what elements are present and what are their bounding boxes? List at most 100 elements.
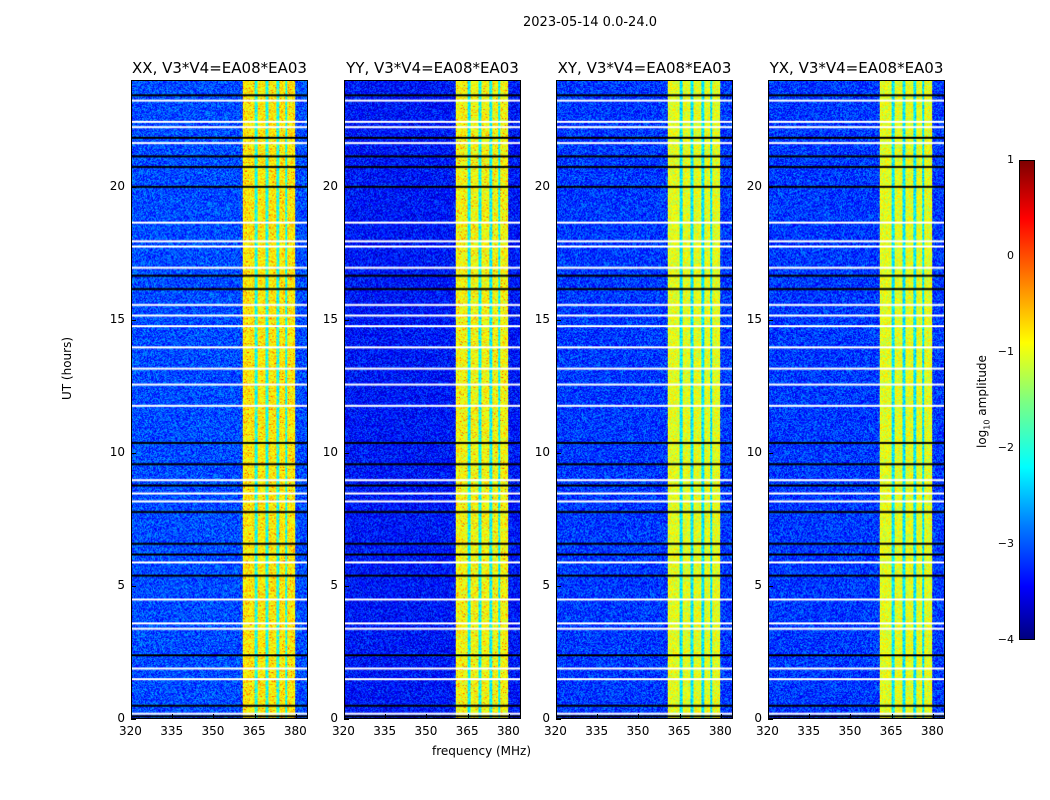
x-tick-mark xyxy=(679,714,681,719)
y-tick-mark xyxy=(556,585,561,587)
x-tick-label: 380 xyxy=(283,724,307,738)
x-tick-label: 350 xyxy=(201,724,225,738)
x-tick-label: 320 xyxy=(756,724,779,738)
y-axis-label: UT (hours) xyxy=(60,336,74,400)
y-tick-mark xyxy=(344,452,349,454)
y-tick-mark xyxy=(556,186,561,188)
y-tick-label: 10 xyxy=(534,444,550,459)
y-tick-mark xyxy=(344,186,349,188)
spectrogram-heatmap xyxy=(557,81,732,718)
spectrogram-panel-0 xyxy=(131,80,308,719)
x-tick-label: 380 xyxy=(496,724,520,738)
x-tick-mark xyxy=(213,714,215,719)
panel-title: YY, V3*V4=EA08*EA03 xyxy=(346,59,519,77)
y-tick-label: 10 xyxy=(322,444,338,459)
spectrogram-panel-1 xyxy=(344,80,521,719)
y-tick-mark xyxy=(344,585,349,587)
spectrogram-panel-3 xyxy=(768,80,945,719)
x-tick-label: 350 xyxy=(626,724,650,738)
x-tick-mark xyxy=(172,714,174,719)
spectrogram-heatmap xyxy=(132,81,307,718)
x-tick-mark xyxy=(426,714,428,719)
y-tick-mark xyxy=(131,186,136,188)
x-tick-mark xyxy=(638,714,640,719)
x-tick-mark xyxy=(344,714,345,719)
y-tick-label: 20 xyxy=(746,178,762,193)
x-tick-mark xyxy=(508,714,510,719)
y-tick-mark xyxy=(131,319,136,321)
y-tick-mark xyxy=(131,452,136,454)
y-tick-label: 15 xyxy=(109,311,125,326)
x-axis-label: frequency (MHz) xyxy=(432,744,532,758)
x-tick-mark xyxy=(850,714,852,719)
y-tick-mark xyxy=(768,585,773,587)
colorbar-tick-label: −3 xyxy=(997,537,1014,550)
x-tick-mark xyxy=(254,714,256,719)
colorbar-tick-label: 1 xyxy=(1007,153,1014,166)
x-tick-mark xyxy=(556,714,557,719)
x-tick-mark xyxy=(131,714,132,719)
x-tick-label: 350 xyxy=(414,724,438,738)
y-tick-mark xyxy=(768,319,773,321)
x-tick-mark xyxy=(809,714,811,719)
y-tick-label: 15 xyxy=(746,311,762,326)
y-tick-mark xyxy=(556,452,561,454)
y-tick-mark xyxy=(131,585,136,587)
x-tick-label: 335 xyxy=(160,724,184,738)
x-tick-mark xyxy=(597,714,599,719)
y-tick-label: 5 xyxy=(330,577,338,592)
x-tick-mark xyxy=(891,714,893,719)
y-tick-mark xyxy=(768,186,773,188)
x-tick-label: 365 xyxy=(879,724,903,738)
y-tick-label: 5 xyxy=(754,577,762,592)
colorbar-tick-label: −2 xyxy=(997,441,1014,454)
colorbar-tick-label: 0 xyxy=(1007,249,1014,262)
x-tick-label: 365 xyxy=(667,724,691,738)
figure-title: 2023-05-14 0.0-24.0 xyxy=(523,15,657,30)
panel-title: XX, V3*V4=EA08*EA03 xyxy=(132,59,307,77)
y-tick-mark xyxy=(556,319,561,321)
x-tick-mark xyxy=(932,714,934,719)
y-tick-mark xyxy=(768,719,773,720)
x-tick-label: 320 xyxy=(332,724,355,738)
y-tick-label: 15 xyxy=(534,311,550,326)
x-tick-label: 380 xyxy=(708,724,732,738)
y-tick-label: 20 xyxy=(109,178,125,193)
y-tick-mark xyxy=(131,719,136,720)
spectrogram-heatmap xyxy=(769,81,944,718)
y-tick-label: 15 xyxy=(322,311,338,326)
x-tick-mark xyxy=(720,714,722,719)
x-tick-label: 335 xyxy=(797,724,821,738)
y-tick-label: 0 xyxy=(330,711,338,725)
y-tick-mark xyxy=(344,719,349,720)
y-tick-label: 5 xyxy=(117,577,125,592)
y-tick-label: 0 xyxy=(542,711,550,725)
spectrogram-heatmap xyxy=(345,81,520,718)
x-tick-label: 320 xyxy=(119,724,142,738)
x-tick-label: 335 xyxy=(373,724,397,738)
y-tick-label: 10 xyxy=(109,444,125,459)
y-tick-mark xyxy=(768,452,773,454)
x-tick-mark xyxy=(467,714,469,719)
y-tick-label: 0 xyxy=(754,711,762,725)
colorbar-label: log10 amplitude xyxy=(975,355,992,448)
y-tick-label: 20 xyxy=(322,178,338,193)
x-tick-label: 320 xyxy=(544,724,567,738)
y-tick-label: 20 xyxy=(534,178,550,193)
colorbar-tick-label: −1 xyxy=(997,345,1014,358)
x-tick-mark xyxy=(768,714,769,719)
x-tick-mark xyxy=(385,714,387,719)
y-tick-label: 10 xyxy=(746,444,762,459)
x-tick-label: 365 xyxy=(455,724,479,738)
y-tick-mark xyxy=(344,319,349,321)
x-tick-mark xyxy=(295,714,297,719)
panel-title: XY, V3*V4=EA08*EA03 xyxy=(557,59,732,77)
panel-title: YX, V3*V4=EA08*EA03 xyxy=(769,59,944,77)
y-tick-label: 5 xyxy=(542,577,550,592)
colorbar xyxy=(1019,160,1035,640)
x-tick-label: 380 xyxy=(920,724,944,738)
spectrogram-panel-2 xyxy=(556,80,733,719)
x-tick-label: 365 xyxy=(242,724,266,738)
y-tick-mark xyxy=(556,719,561,720)
